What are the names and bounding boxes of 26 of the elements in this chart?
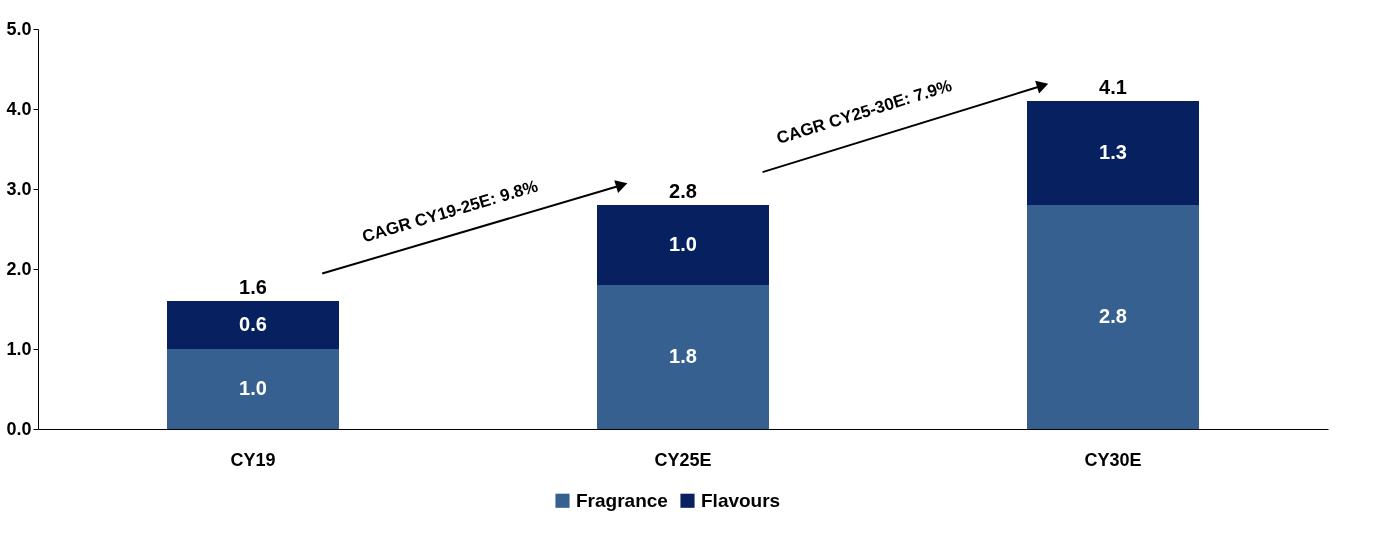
y-tick-label: 0.0: [6, 418, 32, 439]
data-label: 0.6: [239, 313, 267, 335]
bar: [597, 205, 769, 285]
bar: [1027, 205, 1199, 429]
legend-label: Fragrance: [576, 489, 668, 511]
data-label: 2.8: [1099, 305, 1127, 327]
total-label: 1.6: [239, 276, 267, 298]
data-label: 1.0: [239, 377, 267, 399]
x-tick-label: CY25E: [654, 449, 712, 470]
x-tick-label: CY19: [230, 449, 276, 470]
x-tick-label: CY30E: [1084, 449, 1142, 470]
y-tick-label: 4.0: [6, 98, 32, 119]
y-tick-label: 1.0: [6, 338, 32, 359]
y-tick-label: 2.0: [6, 258, 32, 279]
bar: [167, 349, 339, 429]
y-tick-label: 3.0: [6, 178, 32, 199]
data-label: 1.3: [1099, 141, 1127, 163]
legend-label: Flavours: [701, 489, 781, 511]
y-tick-label: 5.0: [6, 18, 32, 39]
bar: [1027, 101, 1199, 205]
data-label: 1.8: [669, 345, 697, 367]
data-label: 1.0: [669, 233, 697, 255]
bar: [597, 285, 769, 429]
total-label: 2.8: [669, 180, 697, 202]
total-label: 4.1: [1099, 76, 1127, 98]
bar: [167, 301, 339, 349]
